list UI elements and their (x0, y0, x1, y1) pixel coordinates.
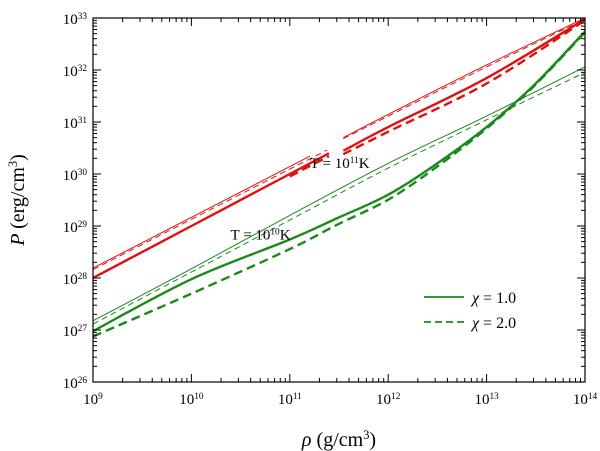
series-line-0 (93, 155, 311, 269)
y-tick-label-exp: 26 (78, 376, 88, 386)
legend-chi-2-label: χ = 2.0 (470, 315, 516, 332)
y-tick-label-base: 10 (63, 64, 78, 80)
series-line-3 (343, 18, 585, 140)
y-tick-label-exp: 33 (78, 12, 88, 22)
annotation-t-1e10-suffix: K (280, 228, 291, 244)
x-tick-label: 1012 (376, 392, 401, 408)
x-tick-label-base: 10 (179, 392, 194, 408)
legend: χ = 1.0χ = 2.0 (424, 290, 516, 332)
annotation-t-1e11: T = 1011K (310, 156, 370, 172)
x-axis-title-close: ) (369, 429, 376, 451)
x-tick-label-exp: 13 (489, 392, 499, 402)
series-line-2 (93, 149, 328, 271)
x-axis-title: ρ (g/cm3) (301, 428, 376, 451)
y-tick-label-exp: 32 (78, 64, 88, 74)
axis-titles: ρ (g/cm3)P (erg/cm3) (6, 154, 376, 451)
x-axis-title-sup: 3 (363, 428, 369, 442)
annotation-t-1e10-prefix: T = 10 (231, 228, 271, 244)
y-tick-label-exp: 28 (78, 272, 88, 282)
axis-ticks (92, 17, 586, 383)
y-tick-label: 1032 (63, 64, 88, 80)
x-tick-label-exp: 9 (98, 392, 103, 402)
series-layer (93, 18, 585, 338)
series-line-11 (93, 31, 585, 338)
x-tick-label-exp: 10 (194, 392, 204, 402)
legend-chi-1-label: χ = 1.0 (470, 290, 516, 307)
series-line-10 (93, 30, 585, 333)
y-tick-label: 1033 (63, 12, 88, 28)
series-line-9 (93, 71, 585, 325)
x-tick-label-exp: 12 (391, 392, 401, 402)
x-tick-label: 1013 (474, 392, 499, 408)
y-tick-label-exp: 29 (78, 220, 88, 230)
x-axis-title-symbol: ρ (301, 429, 317, 451)
x-tick-label-base: 10 (474, 392, 489, 408)
legend-chi-1-label-text: = 1.0 (479, 290, 516, 307)
y-tick-label: 1030 (63, 168, 88, 184)
series-line-1 (343, 18, 585, 139)
series-line-8 (93, 66, 585, 322)
y-axis-title-text: (erg/cm (7, 167, 29, 229)
x-tick-label-exp: 14 (588, 392, 598, 402)
y-axis-title-close: ) (7, 154, 29, 161)
legend-chi-1-label-symbol: χ (470, 290, 480, 307)
series-line-4 (93, 152, 330, 280)
x-tick-label-base: 10 (376, 392, 391, 408)
series-line-7 (342, 19, 585, 156)
y-tick-label-base: 10 (63, 376, 78, 392)
legend-chi-2-label-text: = 2.0 (479, 315, 516, 332)
y-tick-label: 1026 (63, 376, 88, 392)
x-tick-label-base: 10 (573, 392, 588, 408)
y-tick-label: 1029 (63, 220, 88, 236)
annotation-t-1e11-prefix: T = 10 (310, 156, 350, 172)
y-tick-label-base: 10 (63, 168, 78, 184)
x-tick-label-base: 10 (83, 392, 98, 408)
annotation-t-1e11-suffix: K (359, 156, 370, 172)
x-tick-label: 109 (83, 392, 103, 408)
annotation-t-1e11-exp: 11 (350, 156, 359, 166)
y-tick-label-base: 10 (63, 272, 78, 288)
y-tick-label: 1027 (63, 324, 88, 340)
annotation-t-1e10-exp: 10 (270, 228, 280, 238)
y-tick-label-base: 10 (63, 220, 78, 236)
tick-labels: 109 1010 1011 1012 1013 101410261027102810291… (63, 12, 598, 408)
y-axis-title-sup: 3 (6, 161, 20, 167)
y-tick-label-exp: 27 (78, 324, 88, 334)
plot-border (92, 17, 586, 383)
series-line-6 (289, 155, 330, 178)
y-axis-title-symbol: P (7, 229, 29, 247)
y-tick-label: 1028 (63, 272, 88, 288)
y-tick-label-exp: 30 (78, 168, 88, 178)
y-tick-label-exp: 31 (78, 116, 88, 126)
x-axis-title-text: (g/cm (317, 429, 364, 451)
annotation-t-1e10: T = 1010K (231, 228, 291, 244)
x-tick-label: 1014 (573, 392, 598, 408)
plot-frame (92, 17, 586, 383)
x-tick-label: 1011 (278, 392, 302, 408)
x-tick-label-base: 10 (278, 392, 293, 408)
y-tick-label-base: 10 (63, 116, 78, 132)
y-tick-label-base: 10 (63, 324, 78, 340)
series-line-5 (342, 18, 585, 152)
legend-chi-2-label-symbol: χ (470, 315, 480, 332)
x-tick-label: 1010 (179, 392, 204, 408)
y-axis-title: P (erg/cm3) (6, 154, 29, 247)
y-tick-label: 1031 (63, 116, 88, 132)
x-tick-label-exp: 11 (293, 392, 302, 402)
y-tick-label-base: 10 (63, 12, 78, 28)
